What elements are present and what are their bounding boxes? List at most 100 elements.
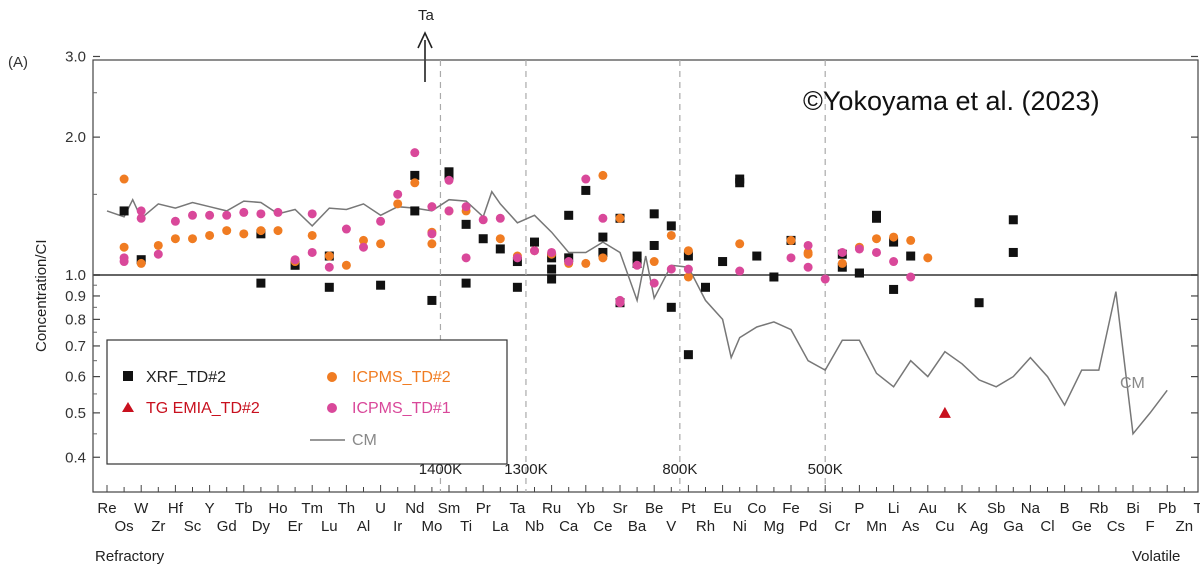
element-label-top: Si [819, 500, 832, 517]
element-label-bottom: Nb [525, 518, 544, 535]
element-label-top: Na [1021, 500, 1041, 517]
element-label-bottom: Ge [1072, 518, 1092, 535]
point-icpms-td-1 [136, 213, 146, 223]
point-icpms-td-2 [889, 232, 899, 242]
point-icpms-td-2 [324, 251, 334, 261]
point-xrf-td-2 [649, 209, 659, 219]
y-tick-label: 0.4 [65, 449, 86, 466]
element-label-bottom: Cr [834, 518, 850, 535]
point-xrf-td-2 [683, 350, 693, 360]
point-icpms-td-2 [427, 239, 437, 249]
point-xrf-td-2 [427, 295, 437, 305]
y-tick-label: 2.0 [65, 129, 86, 146]
element-label-bottom: Ag [970, 518, 988, 535]
element-label-bottom: V [666, 518, 676, 535]
point-icpms-td-2 [581, 258, 591, 268]
element-label-top: Co [747, 500, 766, 517]
point-xrf-td-2 [769, 272, 779, 282]
point-icpms-td-1 [872, 247, 881, 257]
point-icpms-td-2 [119, 242, 129, 252]
point-icpms-td-1 [256, 209, 266, 219]
point-icpms-td-1 [307, 209, 317, 219]
legend-marker-tg-emia [122, 402, 134, 412]
point-icpms-td-1 [820, 274, 830, 284]
ta-label: Ta [418, 7, 435, 24]
element-label-top: U [375, 500, 386, 517]
point-icpms-td-2 [153, 240, 163, 250]
element-label-top: Pt [681, 500, 696, 517]
legend-label-xrf: XRF_TD#2 [146, 369, 226, 386]
point-icpms-td-1 [803, 240, 813, 250]
point-icpms-td-1 [478, 215, 488, 225]
point-icpms-td-2 [598, 170, 608, 180]
point-xrf-td-2 [666, 302, 676, 312]
element-label-top: Eu [713, 500, 731, 517]
y-tick-label: 0.7 [65, 338, 86, 355]
element-label-top: Hf [168, 500, 184, 517]
point-xrf-td-2 [598, 232, 608, 242]
element-label-bottom: Dy [252, 518, 271, 535]
element-label-top: Tb [235, 500, 253, 517]
point-icpms-td-2 [837, 258, 847, 268]
point-icpms-td-1 [615, 298, 625, 308]
point-icpms-td-2 [307, 230, 317, 240]
point-icpms-td-2 [683, 246, 693, 256]
element-label-bottom: Al [357, 518, 370, 535]
grid-layer: 1400K 1300K 800K 500K [93, 60, 1198, 492]
point-icpms-td-1 [666, 264, 676, 274]
x-axis: Re W Hf Y Tb Ho Tm Th U Nd Sm Pr Ta Ru Yb Sr Be Pt Eu Co Fe S… [97, 485, 1200, 535]
temperature-label: 500K [808, 461, 843, 478]
point-icpms-td-2 [393, 199, 403, 209]
point-icpms-td-2 [341, 260, 351, 270]
point-icpms-td-2 [786, 235, 796, 245]
element-label-top: Rb [1089, 500, 1108, 517]
element-label-bottom: Ir [393, 518, 402, 535]
point-xrf-td-2 [752, 251, 762, 261]
point-icpms-td-2 [119, 174, 129, 184]
point-xrf-td-2 [718, 257, 728, 267]
temperature-label: 1300K [504, 461, 547, 478]
point-icpms-td-1 [290, 255, 300, 265]
point-icpms-td-1 [495, 213, 505, 223]
point-icpms-td-1 [324, 262, 334, 272]
element-label-bottom: Er [288, 518, 303, 535]
element-label-bottom: Zr [151, 518, 165, 535]
element-label-top: Tm [301, 500, 323, 517]
panel-label: (A) [8, 54, 28, 71]
element-label-top: Re [97, 500, 116, 517]
element-label-bottom: Os [115, 518, 134, 535]
point-icpms-td-2 [923, 253, 933, 263]
element-label-top: Ru [542, 500, 561, 517]
point-icpms-td-1 [188, 210, 197, 220]
element-label-bottom: Zn [1176, 518, 1194, 535]
point-xrf-td-2 [410, 206, 420, 216]
element-label-bottom: Ni [733, 518, 747, 535]
point-icpms-td-1 [906, 272, 916, 282]
cm-curve-label: CM [1120, 375, 1145, 392]
element-label-bottom: La [492, 518, 509, 535]
element-label-bottom: Mg [763, 518, 784, 535]
element-label-bottom: As [902, 518, 920, 535]
point-xrf-td-2 [410, 170, 420, 180]
element-label-bottom: Mo [421, 518, 442, 535]
element-label-bottom: Mn [866, 518, 887, 535]
element-label-top: Nd [405, 500, 424, 517]
point-icpms-td-2 [495, 234, 505, 244]
point-icpms-td-1 [444, 206, 454, 216]
legend-label-cm: CM [352, 432, 377, 449]
point-xrf-td-2 [530, 237, 539, 247]
point-icpms-td-1 [461, 253, 471, 263]
point-icpms-td-1 [632, 260, 642, 270]
element-label-top: W [134, 500, 149, 517]
point-xrf-td-2 [512, 282, 522, 292]
data-points [119, 148, 1018, 418]
y-tick-label: 3.0 [65, 48, 86, 65]
legend-label-tg-emia: TG EMIA_TD#2 [146, 400, 260, 417]
point-icpms-td-1 [205, 210, 215, 220]
legend-marker-icpms-td1 [327, 403, 337, 413]
point-xrf-td-2 [666, 221, 676, 231]
element-label-bottom: Cu [935, 518, 954, 535]
temperature-label: 800K [662, 461, 697, 478]
element-label-top: Th [338, 500, 356, 517]
